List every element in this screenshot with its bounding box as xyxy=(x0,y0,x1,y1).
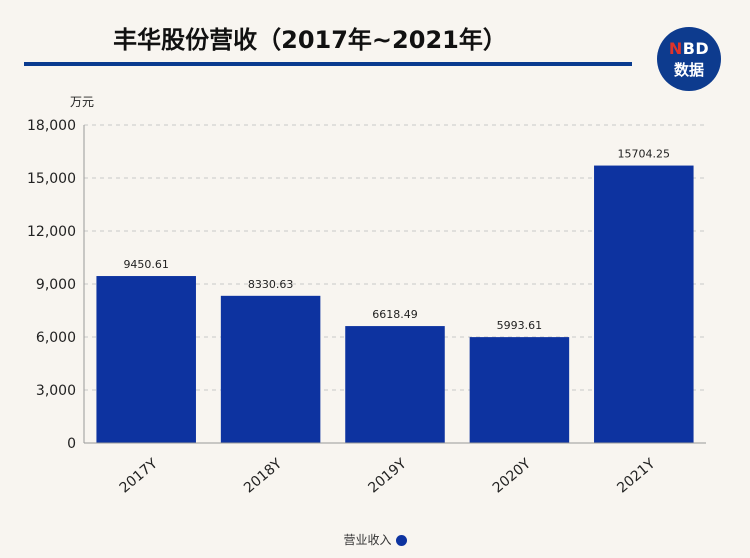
logo-n: N xyxy=(668,39,683,58)
x-tick-label: 2018Y xyxy=(241,456,285,497)
bar xyxy=(469,337,570,443)
chart-title: 丰华股份营收（2017年~2021年） xyxy=(113,26,507,54)
y-tick-label: 12,000 xyxy=(27,224,76,240)
y-tick-label: 15,000 xyxy=(27,171,76,187)
x-tick-label: 2021Y xyxy=(614,456,658,497)
logo-text: 数据 xyxy=(673,61,704,79)
y-tick-label: 18,000 xyxy=(27,118,76,134)
legend-label: 营业收入 xyxy=(343,533,392,547)
bar xyxy=(594,165,694,444)
legend: 营业收入 xyxy=(0,531,750,548)
y-tick-label: 9,000 xyxy=(36,277,76,293)
nbd-logo: NBD 数据 xyxy=(657,27,721,91)
data-label: 15704.25 xyxy=(618,148,671,161)
bar xyxy=(96,276,196,443)
y-axis-unit: 万元 xyxy=(70,95,94,109)
title-underline xyxy=(24,62,632,66)
bar xyxy=(220,295,321,443)
data-label: 6618.49 xyxy=(372,308,418,321)
x-tick-label: 2019Y xyxy=(365,456,409,497)
y-tick-label: 6,000 xyxy=(36,330,76,346)
legend-marker xyxy=(395,535,407,546)
bar xyxy=(345,326,445,443)
y-tick-label: 3,000 xyxy=(36,383,76,399)
y-tick-label: 0 xyxy=(67,436,76,452)
x-tick-label: 2020Y xyxy=(490,456,534,497)
data-label: 8330.63 xyxy=(248,278,294,291)
data-label: 5993.61 xyxy=(497,319,543,332)
data-label: 9450.61 xyxy=(123,258,169,271)
logo-bd: BD xyxy=(682,39,710,58)
x-tick-label: 2017Y xyxy=(117,456,161,497)
